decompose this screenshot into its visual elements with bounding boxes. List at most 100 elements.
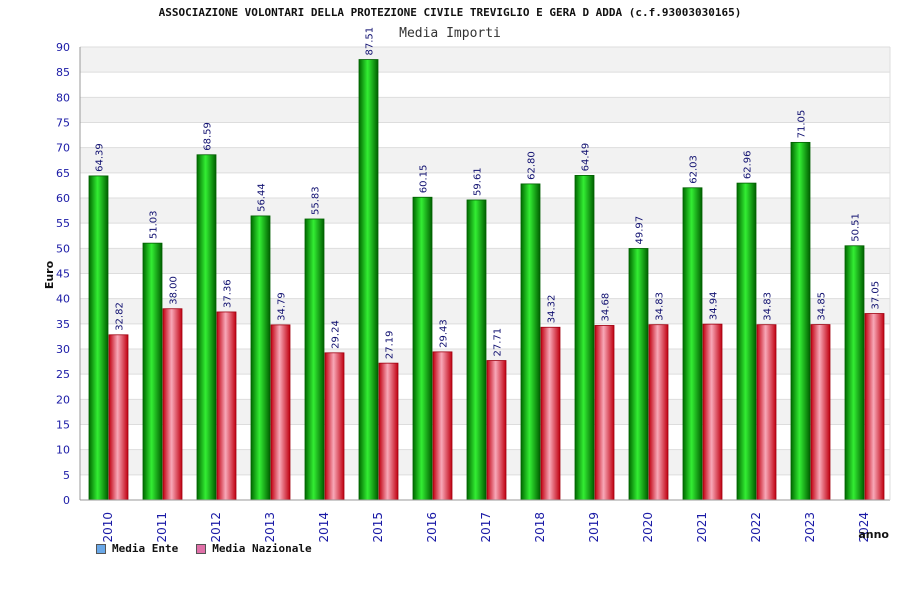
y-tick-label: 90 xyxy=(56,41,70,54)
bar-media-nazionale xyxy=(756,324,777,501)
legend-swatch-nazionale xyxy=(196,543,207,554)
bar-media-ente xyxy=(682,187,703,501)
x-tick-label: 2016 xyxy=(425,512,439,543)
y-tick-label: 65 xyxy=(56,167,70,180)
bar-media-ente xyxy=(790,141,811,501)
value-label-nazionale: 34.79 xyxy=(277,292,288,321)
value-label-nazionale: 34.83 xyxy=(655,292,666,321)
bar-media-ente xyxy=(250,215,271,501)
chart-subtitle: Media Importi xyxy=(399,26,501,41)
x-tick-label: 2010 xyxy=(101,512,115,543)
x-tick-label: 2011 xyxy=(155,512,169,543)
bar-media-nazionale xyxy=(378,362,399,501)
bars xyxy=(88,59,885,501)
y-tick-label: 20 xyxy=(56,393,70,406)
legend-label-nazionale: Media Nazionale xyxy=(212,542,312,555)
x-tick-label: 2020 xyxy=(641,512,655,543)
y-tick-label: 80 xyxy=(56,91,70,104)
legend: Media Ente Media Nazionale xyxy=(96,542,312,555)
y-tick-label: 60 xyxy=(56,192,70,205)
bar-media-ente xyxy=(736,182,757,501)
value-label-ente: 56.44 xyxy=(257,183,268,212)
value-label-nazionale: 38.00 xyxy=(169,276,180,305)
y-tick-label: 55 xyxy=(56,217,70,230)
value-label-ente: 49.97 xyxy=(635,216,646,245)
y-tick-label: 45 xyxy=(56,268,70,281)
y-tick-label: 10 xyxy=(56,444,70,457)
value-label-nazionale: 34.32 xyxy=(547,295,558,324)
bar-media-ente xyxy=(628,248,649,501)
bar-media-nazionale xyxy=(162,308,183,501)
value-label-nazionale: 37.05 xyxy=(871,281,882,310)
y-tick-label: 75 xyxy=(56,117,70,130)
x-tick-label: 2024 xyxy=(857,512,871,543)
x-tick-label: 2021 xyxy=(695,512,709,543)
value-label-nazionale: 34.94 xyxy=(709,291,720,320)
bar-media-nazionale xyxy=(270,324,291,501)
bar-media-ente xyxy=(88,175,109,501)
bar-media-ente xyxy=(844,245,865,501)
value-label-nazionale: 27.19 xyxy=(385,331,396,360)
x-tick-label: 2012 xyxy=(209,512,223,543)
y-tick-label: 5 xyxy=(63,469,70,482)
bar-media-nazionale xyxy=(324,352,345,501)
bar-media-ente xyxy=(412,196,433,501)
value-label-ente: 87.51 xyxy=(365,27,376,56)
value-label-nazionale: 34.83 xyxy=(763,292,774,321)
x-axis-label: anno xyxy=(858,528,889,541)
y-tick-label: 35 xyxy=(56,318,70,331)
legend-label-ente: Media Ente xyxy=(112,542,179,555)
y-tick-label: 30 xyxy=(56,343,70,356)
value-label-ente: 62.03 xyxy=(689,155,700,184)
chart-title: ASSOCIAZIONE VOLONTARI DELLA PROTEZIONE … xyxy=(159,6,742,19)
y-tick-label: 70 xyxy=(56,142,70,155)
bar-media-ente xyxy=(520,183,541,501)
x-tick-label: 2023 xyxy=(803,512,817,543)
x-tick-label: 2019 xyxy=(587,512,601,543)
value-label-ente: 50.51 xyxy=(851,213,862,242)
bar-media-nazionale xyxy=(702,323,723,501)
bar-media-nazionale xyxy=(810,324,831,501)
axes: 0 5 10 15 20 25 30 35 40 45 50 55 60 65 70 75 80 85 90 2010… xyxy=(56,41,891,543)
x-tick-label: 2017 xyxy=(479,512,493,543)
value-label-ente: 64.39 xyxy=(95,143,106,172)
bar-media-nazionale xyxy=(648,324,669,501)
x-tick-label: 2015 xyxy=(371,512,385,543)
value-label-nazionale: 29.43 xyxy=(439,319,450,348)
value-label-ente: 62.96 xyxy=(743,150,754,179)
value-label-ente: 62.80 xyxy=(527,151,538,180)
x-tick-label: 2022 xyxy=(749,512,763,543)
y-tick-label: 40 xyxy=(56,293,70,306)
value-label-nazionale: 37.36 xyxy=(223,279,234,308)
bar-media-nazionale xyxy=(540,326,561,501)
bar-media-ente xyxy=(304,218,325,501)
y-tick-label: 15 xyxy=(56,419,70,432)
bar-media-nazionale xyxy=(864,313,885,501)
x-tick-label: 2014 xyxy=(317,512,331,543)
bar-media-ente xyxy=(142,242,163,501)
y-axis-label: Euro xyxy=(43,260,56,289)
y-tick-label: 50 xyxy=(56,242,70,255)
value-label-ente: 59.61 xyxy=(473,167,484,196)
y-tick-label: 25 xyxy=(56,368,70,381)
value-label-ente: 51.03 xyxy=(149,211,160,240)
bar-media-nazionale xyxy=(432,351,453,501)
bar-media-ente xyxy=(358,59,379,501)
value-label-nazionale: 32.82 xyxy=(115,302,126,331)
bar-media-ente xyxy=(466,199,487,501)
bar-media-nazionale xyxy=(216,311,237,501)
y-tick-label: 85 xyxy=(56,66,70,79)
bar-media-ente xyxy=(196,154,217,501)
value-label-nazionale: 29.24 xyxy=(331,320,342,349)
value-label-ente: 68.59 xyxy=(203,122,214,151)
bar-media-nazionale xyxy=(108,334,129,501)
bar-media-nazionale xyxy=(486,360,507,501)
value-label-ente: 60.15 xyxy=(419,165,430,194)
legend-swatch-ente xyxy=(96,543,106,554)
x-tick-label: 2013 xyxy=(263,512,277,543)
legend-item-ente: Media Ente xyxy=(96,542,178,555)
bar-media-nazionale xyxy=(594,325,615,501)
value-label-nazionale: 34.85 xyxy=(817,292,828,321)
value-label-nazionale: 27.71 xyxy=(493,328,504,357)
